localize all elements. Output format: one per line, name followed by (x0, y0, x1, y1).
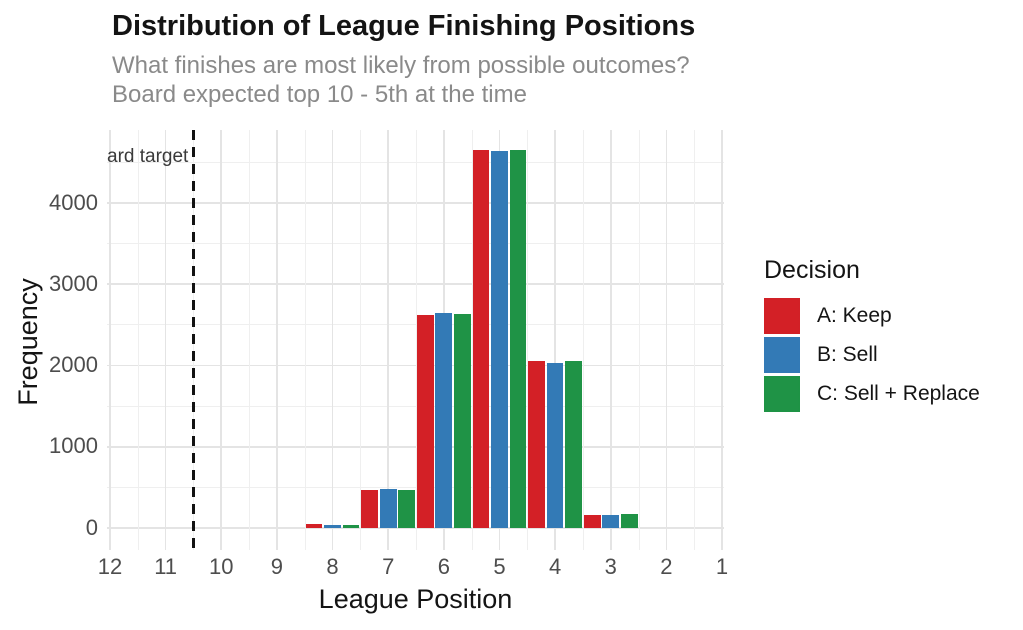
gridline-x-minor (582, 130, 584, 550)
x-tick-label: 10 (209, 554, 234, 579)
x-tick-label: 1 (715, 554, 729, 579)
gridline-y-minor (107, 161, 724, 163)
x-tick-label: 3 (604, 554, 617, 579)
gridline-x-major (164, 130, 167, 550)
bar-pos3-series0 (583, 514, 601, 528)
gridline-y-minor (107, 324, 724, 326)
x-tick-label: 9 (270, 554, 284, 579)
legend-label: C: Sell + Replace (817, 382, 980, 405)
y-tick-label: 3000 (49, 270, 98, 296)
x-tick-label: 2 (660, 554, 673, 579)
bar-pos8-series2 (342, 524, 360, 528)
legend-label: A: Keep (817, 304, 892, 327)
gridline-x-minor (249, 130, 251, 550)
gridline-x-minor (638, 130, 640, 550)
gridline-y-minor (107, 243, 724, 245)
bar-pos6-series2 (454, 314, 471, 528)
gridline-y-major (107, 527, 724, 529)
bar-pos7-series2 (398, 489, 416, 528)
legend-item-b-sell: B: Sell (764, 337, 980, 373)
gridline-x-minor (694, 130, 696, 550)
x-tick-label: 12 (97, 554, 123, 579)
gridline-x-minor (137, 130, 139, 550)
legend-swatch-red-icon (764, 298, 800, 334)
gridline-x-minor (304, 130, 306, 550)
legend-label: B: Sell (817, 343, 878, 366)
y-tick-label: 4000 (49, 189, 98, 215)
board-target-label: ard target (107, 146, 189, 167)
legend-item-a-keep: A: Keep (764, 298, 980, 334)
gridline-x-major (721, 130, 723, 550)
bar-pos7-series0 (361, 490, 378, 528)
y-tick-label: 1000 (49, 433, 98, 459)
gridline-y-minor (107, 486, 724, 488)
chart-title: Distribution of League Finishing Positio… (112, 10, 696, 42)
board-target-line (191, 130, 195, 554)
bar-pos8-series1 (324, 524, 341, 528)
legend-title: Decision (764, 256, 860, 284)
x-tick-label: 7 (382, 554, 395, 579)
bar-pos5-series1 (491, 150, 508, 528)
gridline-y-major (107, 202, 724, 204)
bar-pos4-series1 (546, 362, 564, 528)
gridline-x-minor (471, 130, 473, 550)
bar-pos5-series2 (509, 149, 527, 528)
gridline-x-minor (527, 130, 529, 550)
legend-item-c-sell-replace: C: Sell + Replace (764, 376, 980, 412)
gridline-y-major (107, 445, 724, 448)
gridline-x-minor (360, 130, 362, 550)
gridline-x-major (387, 130, 389, 550)
gridline-y-major (107, 283, 724, 286)
gridline-x-major (276, 130, 278, 550)
chart-subtitle-line2: Board expected top 10 - 5th at the time (112, 81, 527, 108)
y-tick-label: 0 (85, 514, 98, 540)
x-tick-label: 5 (493, 554, 506, 579)
legend-swatch-green-icon (764, 376, 800, 412)
legend-swatch-blue-icon (764, 337, 800, 373)
x-tick-label: 8 (326, 554, 339, 579)
x-tick-label: 4 (548, 554, 562, 579)
gridline-x-major (109, 130, 111, 550)
bar-pos8-series0 (305, 524, 323, 528)
legend: Decision A: Keep B: Sell C: Sell + Repla… (764, 256, 980, 415)
x-tick-label: 6 (437, 554, 450, 579)
bar-pos3-series2 (620, 514, 638, 528)
bar-pos7-series1 (379, 488, 397, 528)
bar-pos6-series1 (435, 313, 453, 528)
x-axis-title: League Position (318, 584, 513, 614)
y-tick-label: 2000 (49, 352, 98, 377)
plot-panel (107, 130, 724, 550)
gridline-x-minor (416, 130, 418, 550)
bar-pos5-series0 (472, 149, 490, 528)
x-tick-label: 11 (154, 554, 178, 579)
bar-pos4-series0 (528, 360, 545, 528)
gridline-y-minor (107, 405, 724, 407)
gridline-y-major (107, 364, 724, 367)
bar-pos4-series2 (565, 361, 583, 528)
gridline-x-major (220, 130, 223, 550)
gridline-x-major (665, 130, 668, 550)
gridline-x-major (331, 130, 334, 550)
chart-subtitle-line1: What finishes are most likely from possi… (112, 52, 690, 79)
bar-pos6-series0 (416, 315, 434, 528)
gridline-x-major (554, 130, 556, 550)
bar-pos3-series1 (602, 515, 620, 528)
gridline-x-major (609, 130, 612, 550)
